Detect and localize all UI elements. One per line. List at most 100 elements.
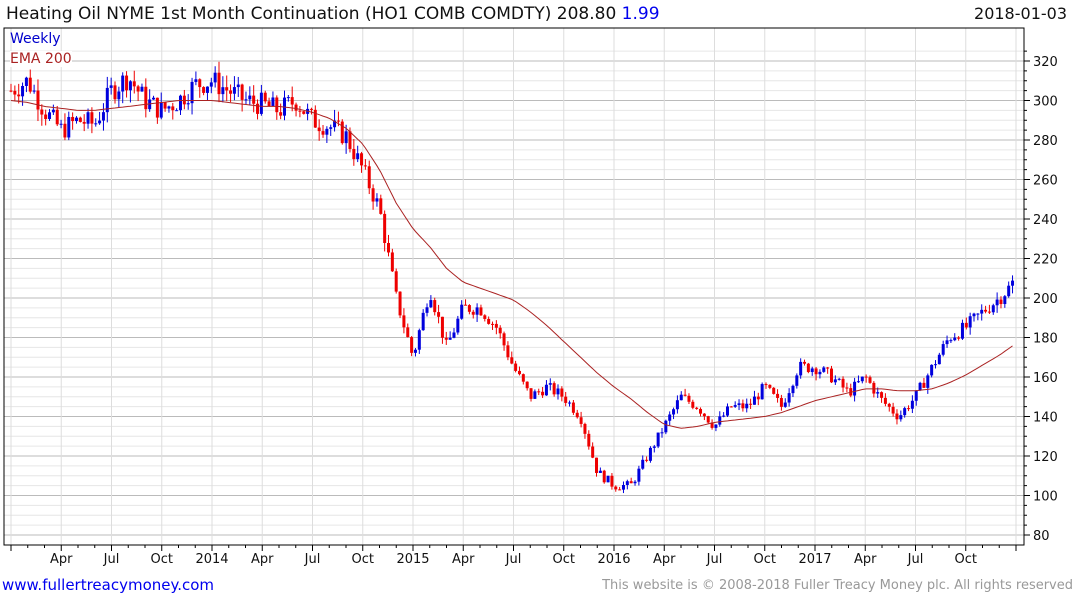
- candle-body: [444, 337, 448, 340]
- candle-body: [232, 87, 236, 94]
- candle-body: [352, 148, 356, 160]
- candle-body: [675, 400, 679, 410]
- candle-body: [999, 299, 1003, 305]
- candle-body: [132, 81, 136, 87]
- y-tick-label: 300: [1033, 95, 1058, 110]
- candle-body: [90, 112, 94, 124]
- candle-body: [514, 363, 518, 371]
- candle-body: [960, 322, 964, 339]
- candle-body: [810, 368, 814, 373]
- candle-body: [55, 109, 59, 125]
- candle-body: [429, 300, 433, 308]
- candle-body: [803, 361, 807, 364]
- candle-body: [421, 312, 425, 331]
- candle-body: [336, 120, 340, 122]
- candle-body: [964, 322, 968, 328]
- candle-body: [302, 111, 306, 114]
- candle-body: [595, 457, 599, 473]
- candle-body: [78, 117, 82, 122]
- candle-body: [637, 468, 641, 482]
- y-tick-label: 280: [1033, 134, 1058, 149]
- candle-body: [768, 384, 772, 388]
- candle-body: [155, 97, 159, 118]
- candle-body: [856, 381, 860, 383]
- y-tick-label: 260: [1033, 174, 1058, 189]
- candles: [9, 61, 1015, 494]
- candle-body: [167, 106, 171, 109]
- y-tick-label: 100: [1033, 490, 1058, 505]
- candle-body: [818, 371, 822, 375]
- candle-body: [621, 484, 625, 490]
- grid: [4, 28, 1024, 545]
- candle-body: [641, 459, 645, 469]
- candle-body: [440, 316, 444, 338]
- candle-body: [587, 433, 591, 447]
- candle-body: [209, 82, 213, 87]
- price-chart: Apr Jul Oct 2014 Apr Jul Oct 2015 Apr Jul Oct 2016 A…: [3, 27, 1058, 567]
- x-tick-label: 2017: [798, 552, 831, 567]
- candle-body: [883, 397, 887, 404]
- candle-body: [360, 153, 364, 166]
- candle-body: [737, 403, 741, 406]
- candle-body: [71, 116, 75, 122]
- candle-body: [706, 416, 710, 423]
- candle-body: [371, 188, 375, 202]
- candle-body: [467, 305, 471, 312]
- x-tick-label: Apr: [653, 552, 676, 567]
- candle-body: [198, 79, 202, 88]
- candle-body: [517, 370, 521, 375]
- candle-body: [471, 311, 475, 315]
- candle-body: [664, 420, 668, 433]
- chart-date: 2018-01-03: [974, 4, 1067, 23]
- candle-body: [521, 374, 525, 382]
- candle-body: [479, 307, 483, 316]
- candle-body: [379, 198, 383, 214]
- candle-body: [533, 391, 537, 399]
- candle-body: [9, 90, 13, 92]
- candle-body: [286, 97, 290, 99]
- candle-body: [853, 381, 857, 396]
- candle-body: [779, 397, 783, 407]
- x-tick-label: Oct: [352, 552, 374, 567]
- x-tick-label: Oct: [151, 552, 173, 567]
- legend-weekly: Weekly: [10, 31, 61, 47]
- candle-body: [699, 408, 703, 414]
- x-tick-label: 2015: [396, 552, 429, 567]
- candle-body: [618, 489, 622, 491]
- website-link[interactable]: www.fullertreacymoney.com: [2, 576, 215, 594]
- candle-body: [105, 87, 109, 113]
- candle-body: [448, 337, 452, 340]
- candle-body: [926, 375, 930, 388]
- candle-body: [829, 368, 833, 383]
- candle-body: [259, 92, 263, 114]
- candle-body: [668, 414, 672, 421]
- x-tick-label: Apr: [854, 552, 877, 567]
- candle-body: [702, 413, 706, 417]
- candle-body: [383, 213, 387, 243]
- candle-body: [525, 381, 529, 389]
- candle-body: [433, 300, 437, 313]
- candle-body: [491, 323, 495, 325]
- candle-body: [240, 84, 244, 100]
- candle-body: [309, 108, 313, 110]
- title-text: Heating Oil NYME 1st Month Continuation …: [6, 4, 617, 24]
- candle-body: [271, 97, 275, 107]
- candle-body: [806, 363, 810, 373]
- candle-body: [82, 121, 86, 124]
- candle-body: [67, 116, 71, 138]
- candle-body: [556, 388, 560, 395]
- x-tick-label: Apr: [50, 552, 73, 567]
- x-tick-label: 2014: [195, 552, 228, 567]
- candle-body: [398, 291, 402, 316]
- candle-body: [313, 109, 317, 128]
- candle-body: [995, 299, 999, 306]
- candle-body: [814, 368, 818, 375]
- candle-body: [202, 87, 206, 93]
- candle-body: [394, 271, 398, 292]
- candle-body: [760, 384, 764, 400]
- candle-body: [236, 84, 240, 88]
- candle-body: [32, 90, 36, 92]
- candle-body: [718, 416, 722, 425]
- candle-body: [390, 252, 394, 272]
- candle-body: [991, 305, 995, 313]
